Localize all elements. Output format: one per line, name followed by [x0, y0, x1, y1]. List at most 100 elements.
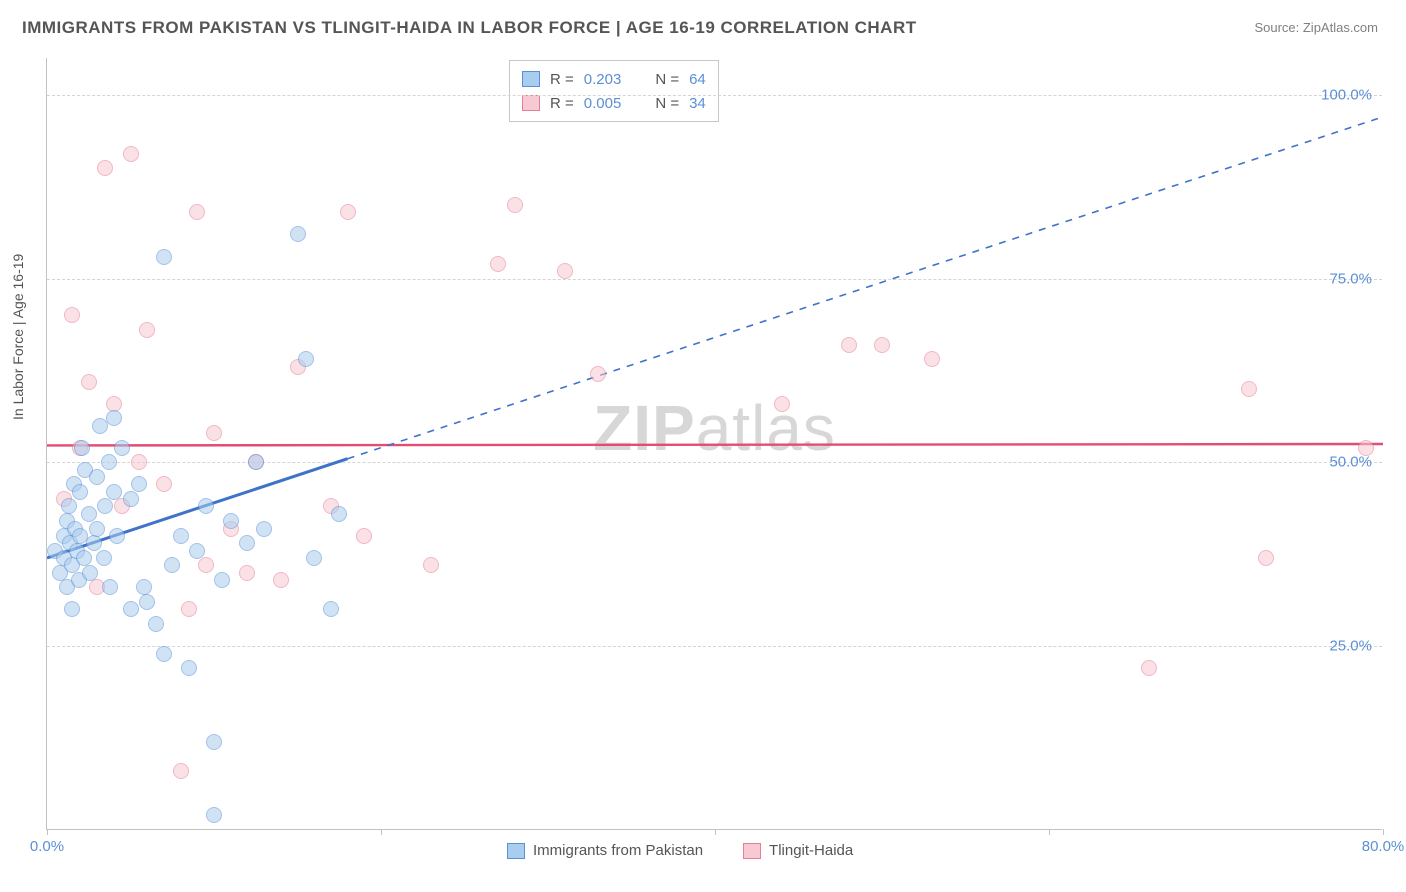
scatter-point-series-a: [323, 601, 339, 617]
series-b-swatch: [522, 95, 540, 111]
scatter-point-series-a: [173, 528, 189, 544]
scatter-point-series-b: [239, 565, 255, 581]
scatter-point-series-a: [81, 506, 97, 522]
scatter-point-series-a: [181, 660, 197, 676]
scatter-point-series-b: [106, 396, 122, 412]
source-name: ZipAtlas.com: [1303, 20, 1378, 35]
scatter-point-series-a: [331, 506, 347, 522]
x-tick-label: 0.0%: [30, 838, 64, 855]
source-label: Source: ZipAtlas.com: [1254, 20, 1378, 35]
scatter-point-series-a: [74, 440, 90, 456]
scatter-point-series-a: [89, 521, 105, 537]
chart-container: IMMIGRANTS FROM PAKISTAN VS TLINGIT-HAID…: [0, 0, 1406, 892]
watermark: ZIPatlas: [593, 391, 836, 465]
scatter-point-series-b: [841, 337, 857, 353]
scatter-point-series-a: [136, 579, 152, 595]
scatter-point-series-a: [72, 484, 88, 500]
scatter-point-series-a: [61, 498, 77, 514]
scatter-point-series-b: [590, 366, 606, 382]
scatter-point-series-b: [156, 476, 172, 492]
scatter-point-series-a: [223, 513, 239, 529]
scatter-point-series-a: [102, 579, 118, 595]
scatter-point-series-a: [156, 249, 172, 265]
x-tick-mark: [715, 829, 716, 835]
gridline-h: [47, 95, 1382, 96]
scatter-point-series-a: [164, 557, 180, 573]
series-a-label: Immigrants from Pakistan: [533, 842, 703, 859]
r-label-b: R =: [550, 95, 574, 112]
scatter-point-series-b: [198, 557, 214, 573]
scatter-point-series-b: [173, 763, 189, 779]
scatter-point-series-a: [206, 807, 222, 823]
r-value-a: 0.203: [584, 71, 622, 88]
scatter-point-series-a: [206, 734, 222, 750]
scatter-point-series-a: [101, 454, 117, 470]
scatter-point-series-a: [306, 550, 322, 566]
series-legend: Immigrants from Pakistan Tlingit-Haida: [507, 842, 853, 859]
scatter-point-series-b: [490, 256, 506, 272]
scatter-point-series-a: [256, 521, 272, 537]
watermark-thin: atlas: [696, 392, 836, 464]
correlation-legend: R = 0.203 N = 64 R = 0.005 N = 34: [509, 60, 719, 122]
scatter-point-series-a: [96, 550, 112, 566]
scatter-point-series-b: [273, 572, 289, 588]
scatter-point-series-a: [86, 535, 102, 551]
series-b-label: Tlingit-Haida: [769, 842, 853, 859]
x-tick-mark: [381, 829, 382, 835]
legend-item-series-b: Tlingit-Haida: [743, 842, 853, 859]
scatter-point-series-a: [189, 543, 205, 559]
n-label-a: N =: [655, 71, 679, 88]
chart-title: IMMIGRANTS FROM PAKISTAN VS TLINGIT-HAID…: [22, 18, 917, 38]
scatter-point-series-b: [507, 197, 523, 213]
scatter-point-series-b: [356, 528, 372, 544]
gridline-h: [47, 279, 1382, 280]
scatter-point-series-a: [248, 454, 264, 470]
series-a-swatch: [522, 71, 540, 87]
x-tick-mark: [1049, 829, 1050, 835]
scatter-point-series-b: [1141, 660, 1157, 676]
scatter-point-series-a: [114, 440, 130, 456]
scatter-point-series-b: [206, 425, 222, 441]
gridline-h: [47, 646, 1382, 647]
scatter-point-series-a: [123, 491, 139, 507]
scatter-point-series-b: [131, 454, 147, 470]
scatter-point-series-b: [1241, 381, 1257, 397]
scatter-point-series-b: [874, 337, 890, 353]
scatter-point-series-b: [423, 557, 439, 573]
scatter-point-series-a: [198, 498, 214, 514]
scatter-point-series-b: [1358, 440, 1374, 456]
x-tick-label: 80.0%: [1362, 838, 1405, 855]
r-value-b: 0.005: [584, 95, 622, 112]
scatter-point-series-a: [123, 601, 139, 617]
scatter-point-series-a: [106, 484, 122, 500]
scatter-point-series-a: [214, 572, 230, 588]
scatter-point-series-a: [139, 594, 155, 610]
scatter-point-series-b: [97, 160, 113, 176]
legend-row-series-a: R = 0.203 N = 64: [522, 67, 706, 91]
scatter-point-series-a: [89, 469, 105, 485]
x-tick-mark: [1383, 829, 1384, 835]
scatter-point-series-a: [239, 535, 255, 551]
r-label-a: R =: [550, 71, 574, 88]
series-a-swatch-bottom: [507, 843, 525, 859]
y-tick-label: 25.0%: [1329, 638, 1372, 655]
scatter-point-series-b: [181, 601, 197, 617]
scatter-point-series-b: [557, 263, 573, 279]
scatter-point-series-a: [156, 646, 172, 662]
scatter-point-series-b: [64, 307, 80, 323]
scatter-point-series-a: [76, 550, 92, 566]
scatter-point-series-a: [131, 476, 147, 492]
scatter-point-series-b: [123, 146, 139, 162]
watermark-bold: ZIP: [593, 392, 696, 464]
x-tick-mark: [47, 829, 48, 835]
y-axis-label: In Labor Force | Age 16-19: [10, 254, 26, 420]
y-tick-label: 75.0%: [1329, 270, 1372, 287]
scatter-point-series-a: [106, 410, 122, 426]
scatter-point-series-b: [189, 204, 205, 220]
y-tick-label: 50.0%: [1329, 454, 1372, 471]
legend-item-series-a: Immigrants from Pakistan: [507, 842, 703, 859]
scatter-point-series-a: [148, 616, 164, 632]
n-value-a: 64: [689, 71, 706, 88]
scatter-point-series-b: [1258, 550, 1274, 566]
scatter-point-series-b: [139, 322, 155, 338]
